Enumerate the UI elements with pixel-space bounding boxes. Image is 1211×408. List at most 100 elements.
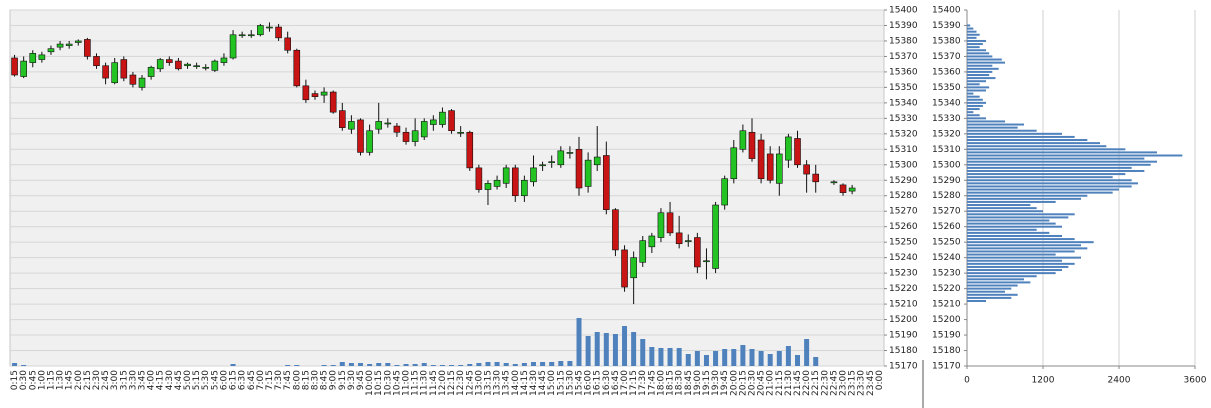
x-tick-label: 1:45 (65, 370, 75, 390)
x-tick-label: 5:30 (201, 370, 211, 390)
volume-bar (649, 347, 655, 366)
y-tick-label: 15380 (932, 36, 961, 46)
candle-body (175, 60, 182, 70)
x-tick-label: 1:15 (46, 370, 56, 390)
candle-body (684, 240, 692, 242)
profile-bar (967, 238, 1075, 241)
x-tick-label: 12:00 (438, 370, 448, 396)
x-tick-label: 1200 (1032, 376, 1055, 386)
x-tick-label: 5:45 (210, 370, 220, 390)
candle-body (47, 48, 55, 53)
x-tick-label: 17:45 (647, 370, 657, 396)
x-tick-label: 18:45 (684, 370, 694, 396)
x-tick-label: 19:15 (702, 370, 712, 396)
x-tick-label: 3:00 (110, 370, 120, 390)
x-tick-label: 0:45 (28, 370, 38, 390)
y-tick-label: 15200 (889, 315, 918, 325)
volume-bar (330, 365, 336, 366)
profile-bar (967, 256, 1081, 259)
candle-body (156, 59, 164, 70)
x-tick-label: 16:45 (611, 370, 621, 396)
y-tick-label: 15400 (889, 6, 918, 16)
profile-bar (967, 222, 1056, 225)
volume-bar (612, 334, 618, 366)
candle-body (566, 152, 574, 154)
y-tick-label: 15360 (889, 67, 918, 77)
candle-body (776, 153, 783, 184)
volume-bar (530, 362, 536, 366)
y-tick-label: 15330 (932, 114, 961, 124)
y-tick-label: 15250 (932, 238, 961, 248)
x-tick-label: 15:15 (556, 370, 566, 396)
profile-bar (967, 151, 1157, 154)
candle-body (521, 179, 528, 197)
profile-bar (967, 281, 1031, 284)
volume-bar (294, 365, 300, 366)
y-tick-label: 15250 (889, 238, 918, 248)
candle-body (603, 155, 610, 210)
y-tick-label: 15170 (932, 362, 961, 372)
candle-body (639, 240, 647, 263)
x-tick-label: 9:30 (347, 370, 357, 390)
candle-body (184, 63, 191, 67)
x-tick-label: 6:00 (219, 370, 229, 390)
profile-bar (967, 55, 993, 58)
candle-body (430, 119, 437, 125)
y-tick-label: 15310 (932, 145, 961, 155)
x-tick-label: 4:00 (147, 370, 157, 390)
y-tick-label: 15390 (889, 21, 918, 31)
volume-bar (676, 348, 682, 366)
x-tick-label: 7:00 (256, 370, 266, 390)
x-tick-label: 20:15 (738, 370, 748, 396)
profile-bar (967, 83, 980, 86)
x-tick-label: 4:30 (165, 370, 175, 390)
candle-body (29, 53, 37, 63)
profile-bar (967, 169, 1145, 172)
profile-bar (967, 111, 974, 114)
profile-bar (967, 39, 986, 42)
volume-bar (385, 363, 391, 366)
x-tick-label: 10:15 (374, 370, 384, 396)
x-tick-label: 13:45 (502, 370, 512, 396)
volume-bar (558, 361, 564, 366)
volume-bar (494, 362, 500, 366)
candle-body (502, 167, 510, 184)
candle-body (193, 65, 200, 68)
x-tick-label: 16:15 (593, 370, 603, 396)
x-tick-label: 3:30 (128, 370, 138, 390)
candle-body (484, 183, 492, 190)
candle-body (812, 173, 820, 183)
x-tick-label: 21:15 (775, 370, 785, 396)
x-tick-label: 9:00 (329, 370, 339, 390)
candle-body (848, 187, 856, 192)
volume-bar (795, 355, 801, 366)
volume-bar (722, 349, 728, 366)
profile-bar (967, 145, 1107, 148)
profile-bar (967, 148, 1126, 151)
candle-body (402, 131, 410, 142)
candle-body (375, 121, 383, 130)
volume-bar (603, 333, 609, 366)
x-tick-label: 2:00 (74, 370, 84, 390)
profile-bar (967, 247, 1088, 250)
candle-body (220, 57, 228, 63)
y-tick-label: 15390 (932, 21, 961, 31)
y-tick-label: 15210 (889, 300, 918, 310)
volume-bar (512, 364, 518, 366)
volume-bar (503, 363, 509, 366)
x-tick-label: 17:15 (629, 370, 639, 396)
candle-body (84, 39, 91, 57)
y-tick-label: 15240 (932, 253, 961, 263)
volume-bar (749, 349, 755, 366)
x-tick-label: 2400 (1108, 376, 1131, 386)
x-tick-label: 14:30 (529, 370, 539, 396)
x-tick-label: 12:45 (465, 370, 475, 396)
volume-bar (412, 364, 418, 366)
volume-bar (758, 351, 764, 366)
x-tick-label: 18:00 (656, 370, 666, 396)
volume-bar (485, 362, 491, 366)
profile-bar (967, 27, 974, 30)
x-tick-label: 22:30 (820, 370, 830, 396)
x-tick-label: 1:00 (37, 370, 47, 390)
